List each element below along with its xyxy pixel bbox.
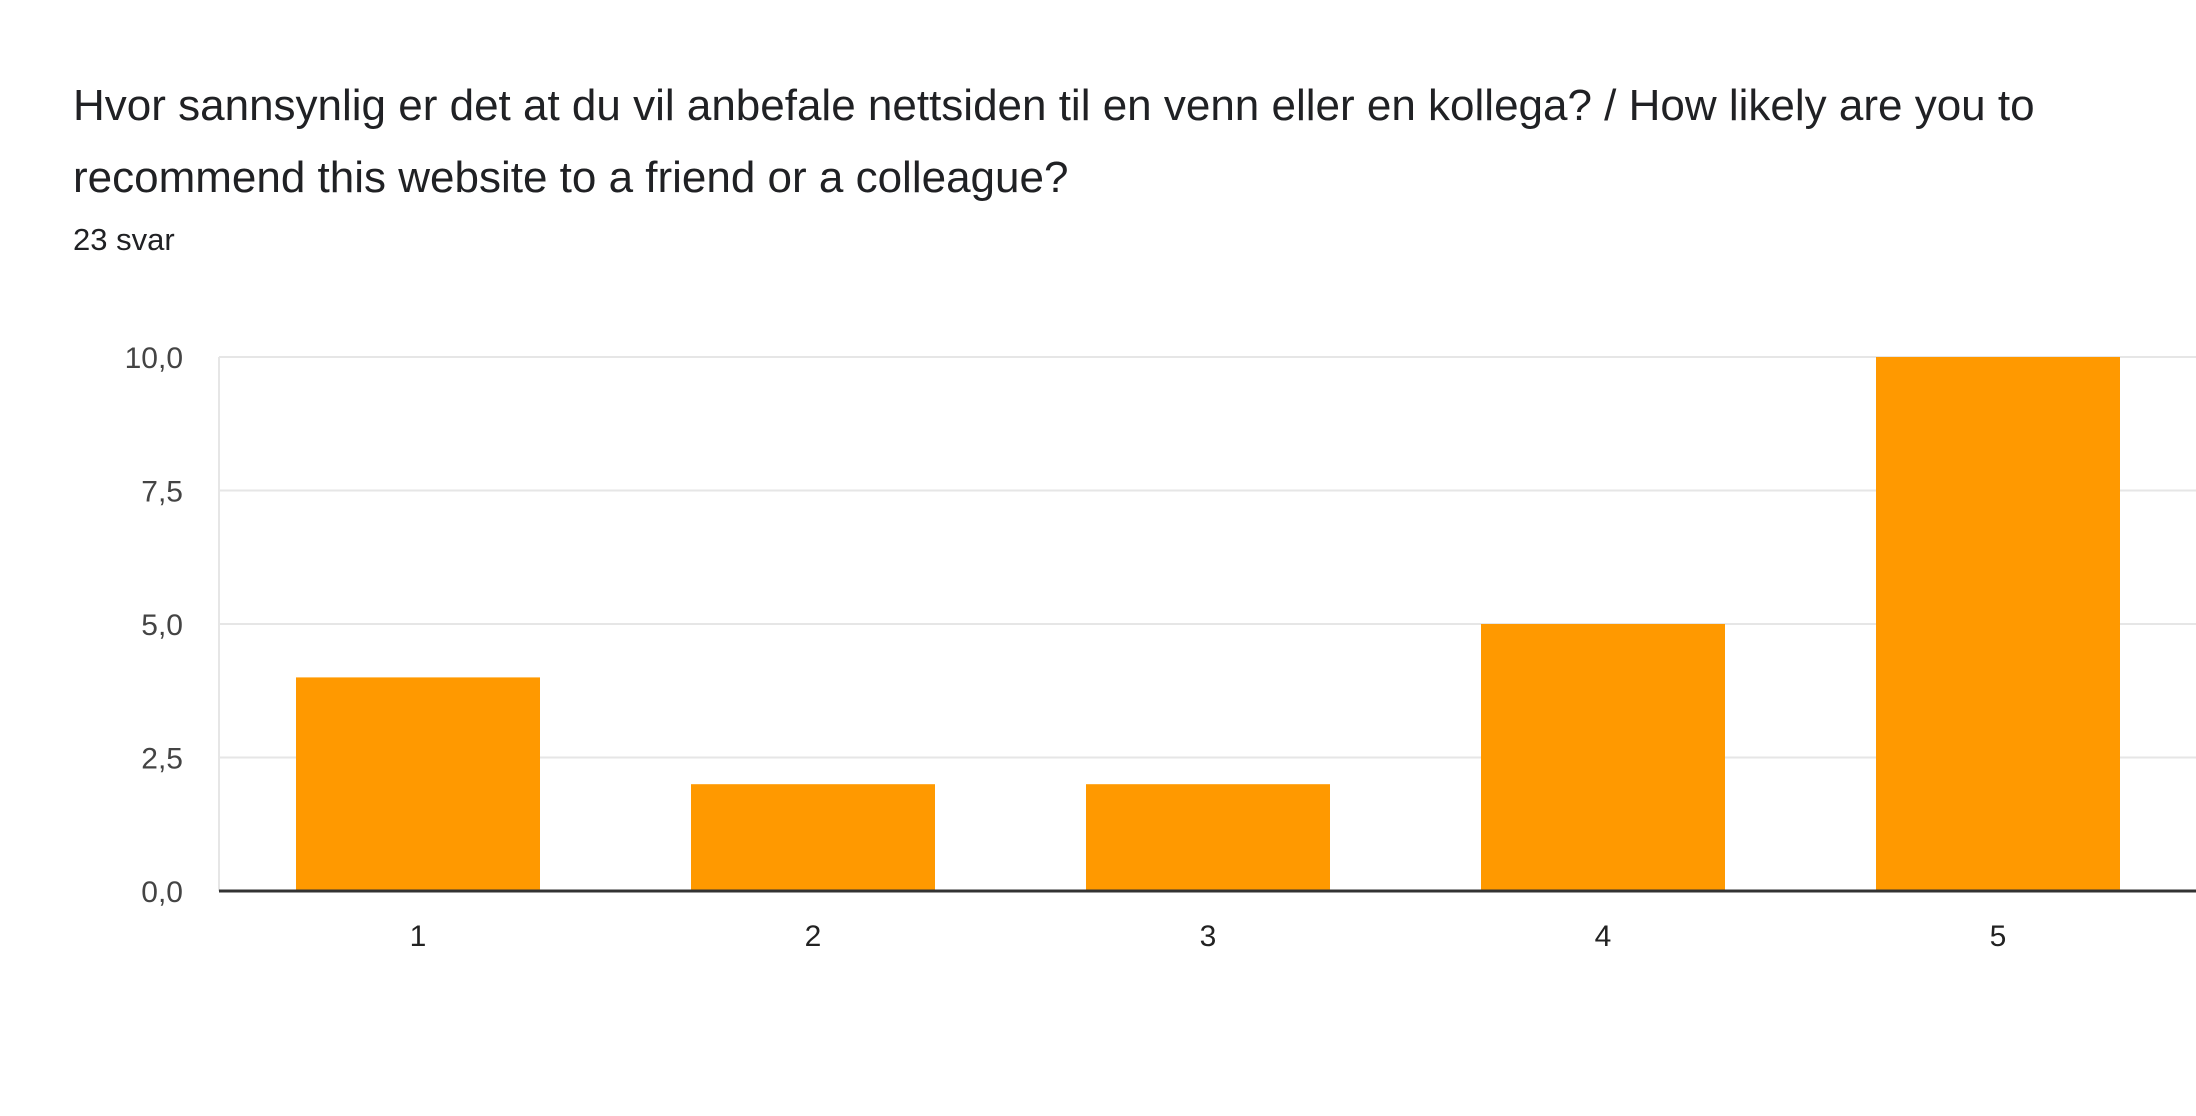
y-tick-label: 5,0 — [141, 609, 183, 642]
bars — [296, 357, 2120, 891]
question-header: Hvor sannsynlig er det at du vil anbefal… — [73, 70, 2133, 260]
x-tick-label: 1 — [410, 920, 427, 953]
bar-2[interactable] — [691, 784, 935, 891]
x-tick-label: 2 — [805, 920, 822, 953]
gridlines — [218, 356, 2196, 891]
bar-5[interactable] — [1876, 357, 2120, 891]
bar-3[interactable] — [1086, 784, 1330, 891]
bar-4[interactable] — [1481, 624, 1725, 891]
question-title: Hvor sannsynlig er det at du vil anbefal… — [73, 81, 2035, 202]
axes: 0,0 2,5 5,0 7,5 10,0 1 2 3 4 5 — [125, 342, 2196, 953]
bar-1[interactable] — [296, 677, 540, 891]
x-tick-label: 4 — [1595, 920, 1612, 953]
response-count: 23 svar — [73, 222, 175, 257]
x-tick-label: 3 — [1200, 920, 1217, 953]
y-tick-label: 10,0 — [125, 342, 183, 375]
y-tick-label: 2,5 — [141, 743, 183, 776]
x-tick-label: 5 — [1990, 920, 2007, 953]
y-tick-label: 0,0 — [141, 876, 183, 909]
y-tick-label: 7,5 — [141, 476, 183, 509]
